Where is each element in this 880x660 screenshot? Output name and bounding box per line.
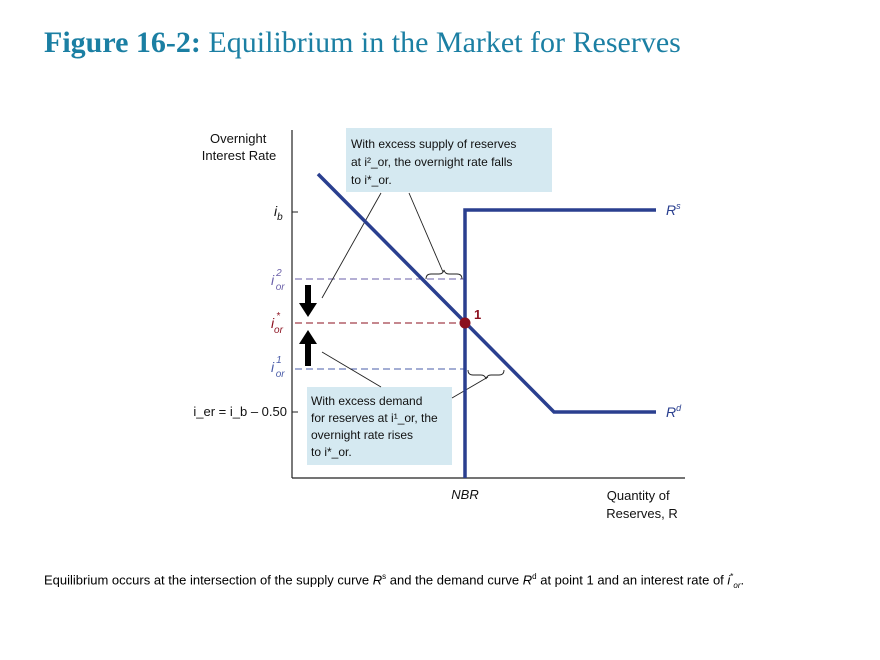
excess-supply-callout-line: to i*_or. [351,173,392,187]
excess-demand-callout-line: to i*_or. [311,445,352,459]
figure-number: Figure 16-2: [44,26,201,59]
excess-supply-callout-line: With excess supply of reserves [351,137,516,151]
nbr-tick-label: NBR [451,487,478,502]
excess-demand-callout-line: overnight rate rises [311,428,413,442]
excess-demand-callout-box [307,387,452,465]
ier-label: i_er = i_b – 0.50 [193,404,287,419]
excess-demand-callout-line: With excess demand [311,394,422,408]
excess-supply-callout-box [346,128,552,192]
equilibrium-label: 1 [474,307,481,322]
excess-demand-brace [467,369,505,380]
figure-title: Figure 16-2: Equilibrium in the Market f… [44,26,681,60]
equilibrium-point [459,317,471,329]
demand-curve-label: Rd [666,403,682,420]
x-axis-label: Quantity of Reserves, R [606,488,678,521]
i2-label: i 2 or [271,268,285,293]
i1-label: i 1 or [271,355,285,380]
excess-supply-brace [425,269,463,280]
ib-label: ib [274,203,283,223]
leader-line [408,192,444,273]
figure-title-text: Equilibrium in the Market for Reserves [208,26,681,59]
figure-caption: Equilibrium occurs at the intersection o… [44,572,745,590]
leader-line [451,376,489,399]
y-axis-label: Overnight Interest Rate [202,131,276,163]
leader-line [321,351,382,388]
up-arrow-icon [299,330,317,366]
excess-supply-callout-line: at i²_or, the overnight rate falls [351,155,512,169]
down-arrow-icon [299,285,317,317]
demand-curve [316,172,656,414]
supply-curve-label: Rs [666,201,681,218]
excess-demand-callout-line: for reserves at i¹_or, the [311,411,438,425]
leader-line [321,192,382,299]
istar-label: i * or [271,311,284,336]
supply-curve [463,208,656,478]
